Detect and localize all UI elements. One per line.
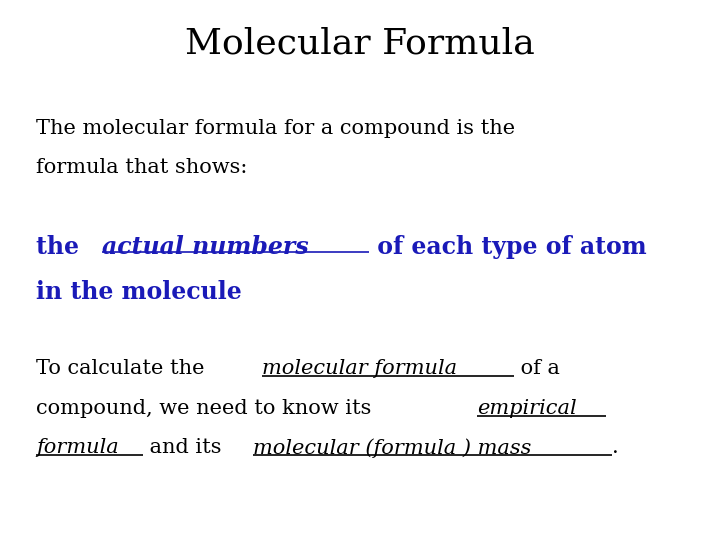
Text: molecular (formula ) mass: molecular (formula ) mass <box>253 438 531 457</box>
Text: The molecular formula for a compound is the: The molecular formula for a compound is … <box>36 119 515 138</box>
Text: To calculate the: To calculate the <box>36 359 211 378</box>
Text: Molecular Formula: Molecular Formula <box>185 27 535 61</box>
Text: of each type of atom: of each type of atom <box>369 235 647 259</box>
Text: actual numbers: actual numbers <box>102 235 309 259</box>
Text: empirical: empirical <box>477 399 577 417</box>
Text: formula: formula <box>36 438 119 457</box>
Text: molecular formula: molecular formula <box>262 359 457 378</box>
Text: compound, we need to know its: compound, we need to know its <box>36 399 378 417</box>
Text: .: . <box>612 438 618 457</box>
Text: and its: and its <box>143 438 228 457</box>
Text: the: the <box>36 235 87 259</box>
Text: of a: of a <box>514 359 559 378</box>
Text: formula that shows:: formula that shows: <box>36 158 248 177</box>
Text: in the molecule: in the molecule <box>36 280 242 303</box>
